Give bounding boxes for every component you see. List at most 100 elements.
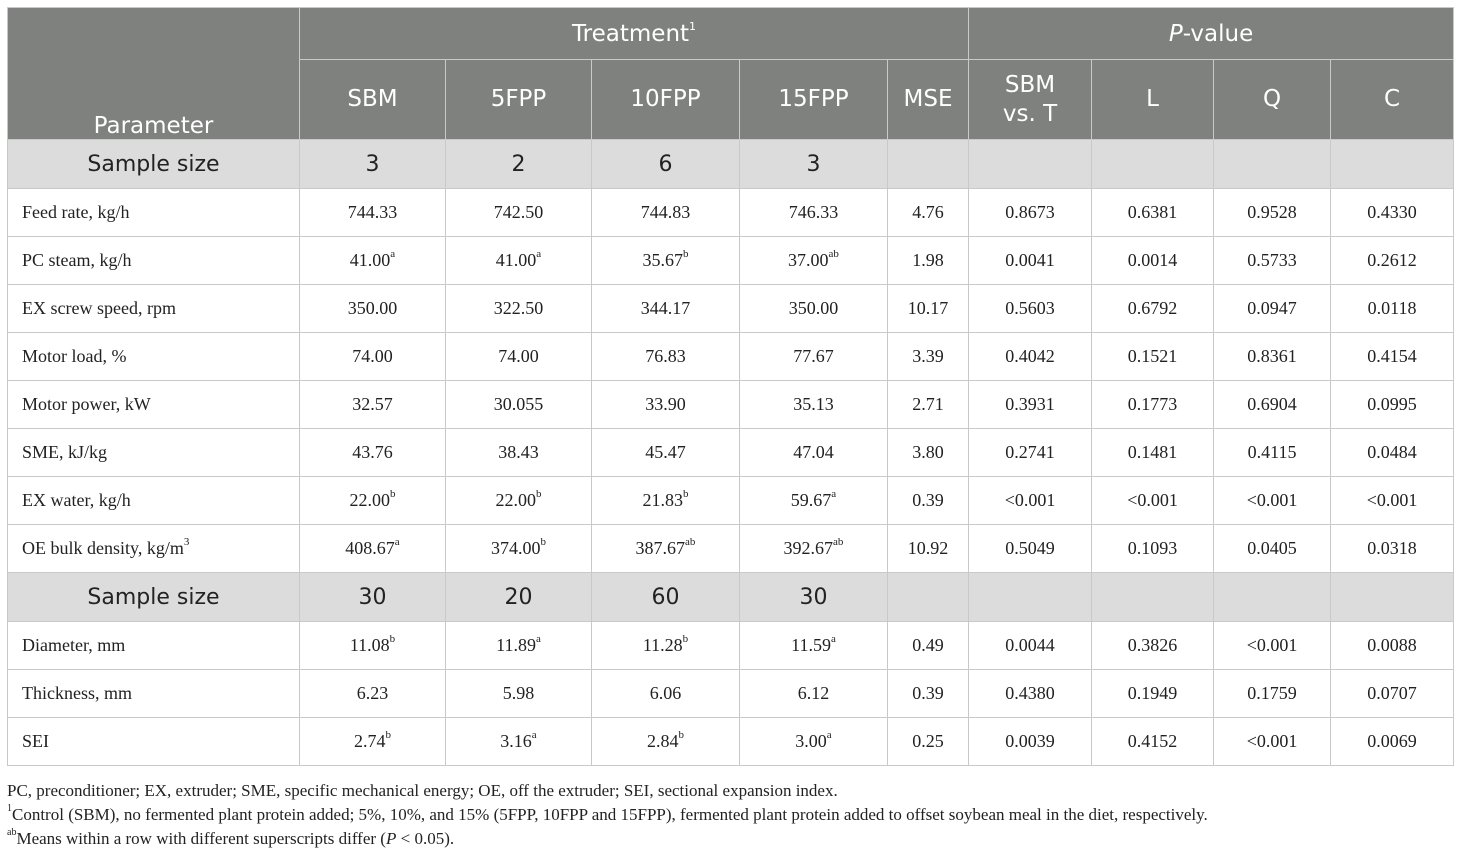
value-cell: 0.1773 <box>1091 380 1215 429</box>
col-header: MSE <box>886 59 970 140</box>
value-cell: 41.00a <box>445 236 592 285</box>
value-cell: 0.4152 <box>1091 717 1215 766</box>
row-label: OE bulk density, kg/m3 <box>7 524 300 573</box>
value-cell: 0.49 <box>886 621 970 670</box>
sample-size-cell: 6 <box>591 139 740 189</box>
table-row: Thickness, mm 6.23 5.98 6.06 6.12 0.39 0.4380 0… <box>7 669 1455 718</box>
value-cell: 0.25 <box>886 717 970 766</box>
value-cell: 6.06 <box>591 669 740 718</box>
value-cell: 392.67ab <box>739 524 888 573</box>
value-cell: 33.90 <box>591 380 740 429</box>
value-cell: 35.13 <box>739 380 888 429</box>
value-cell: 387.67ab <box>591 524 740 573</box>
value-cell: 408.67a <box>299 524 446 573</box>
value-cell: 0.6792 <box>1091 284 1215 333</box>
value-cell: 0.0318 <box>1330 524 1455 573</box>
empty-cell <box>968 572 1093 622</box>
value-cell: 322.50 <box>445 284 592 333</box>
value-cell: 0.4115 <box>1213 428 1332 477</box>
value-cell: 0.9528 <box>1213 188 1332 237</box>
value-cell: 0.5603 <box>968 284 1093 333</box>
value-cell: 0.3826 <box>1091 621 1215 670</box>
value-cell: 0.1759 <box>1213 669 1332 718</box>
value-cell: 0.2612 <box>1330 236 1455 285</box>
value-cell: 0.0947 <box>1213 284 1332 333</box>
treatment-header: Treatment1 <box>298 7 970 60</box>
row-label: EX screw speed, rpm <box>7 284 300 333</box>
value-cell: 0.1949 <box>1091 669 1215 718</box>
value-cell: 0.5733 <box>1213 236 1332 285</box>
row-label: SME, kJ/kg <box>7 428 300 477</box>
table-row: EX water, kg/h 22.00b 22.00b 21.83b 59.67a 0.… <box>7 476 1455 525</box>
value-cell: 11.28b <box>591 621 740 670</box>
table-row: Diameter, mm 11.08b 11.89a 11.28b 11.59a 0.49… <box>7 621 1455 670</box>
value-cell: 11.08b <box>299 621 446 670</box>
footnote-1: 1Control (SBM), no fermented plant prote… <box>7 803 1208 824</box>
value-cell: <0.001 <box>1091 476 1215 525</box>
value-cell: 30.055 <box>445 380 592 429</box>
value-cell: 0.8361 <box>1213 332 1332 381</box>
value-cell: 0.0039 <box>968 717 1093 766</box>
value-cell: 3.00a <box>739 717 888 766</box>
value-cell: 22.00b <box>299 476 446 525</box>
value-cell: <0.001 <box>1213 717 1332 766</box>
value-cell: 74.00 <box>299 332 446 381</box>
parameter-header: Parameter <box>7 7 300 140</box>
empty-cell <box>1213 139 1332 189</box>
value-cell: 32.57 <box>299 380 446 429</box>
table-row: PC steam, kg/h 41.00a 41.00a 35.67b 37.00ab 1… <box>7 236 1455 285</box>
value-cell: 2.84b <box>591 717 740 766</box>
table-row: Feed rate, kg/h 744.33 742.50 744.83 746.33 4… <box>7 188 1455 237</box>
value-cell: 0.2741 <box>968 428 1093 477</box>
value-cell: 0.0995 <box>1330 380 1455 429</box>
row-label: Sample size <box>7 139 300 189</box>
value-cell: 22.00b <box>445 476 592 525</box>
results-table: Parameter Treatment1 P-value SBM 5FPP 10… <box>7 7 1455 766</box>
pvalue-header: P-value <box>968 7 1455 60</box>
value-cell: 0.5049 <box>968 524 1093 573</box>
value-cell: 43.76 <box>299 428 446 477</box>
value-cell: 11.89a <box>445 621 592 670</box>
empty-cell <box>968 139 1093 189</box>
col-header: 15FPP <box>739 59 888 140</box>
value-cell: 45.47 <box>591 428 740 477</box>
value-cell: 0.39 <box>886 476 970 525</box>
col-header: C <box>1330 59 1455 140</box>
sample-size-cell: 30 <box>739 572 888 622</box>
value-cell: 0.0014 <box>1091 236 1215 285</box>
value-cell: 0.0405 <box>1213 524 1332 573</box>
value-cell: 21.83b <box>591 476 740 525</box>
value-cell: 0.1521 <box>1091 332 1215 381</box>
row-label: Motor load, % <box>7 332 300 381</box>
value-cell: 10.92 <box>886 524 970 573</box>
value-cell: 10.17 <box>886 284 970 333</box>
table-row: Motor load, % 74.00 74.00 76.83 77.67 3.39 0.4… <box>7 332 1455 381</box>
value-cell: 0.0707 <box>1330 669 1455 718</box>
sample-size-cell: 30 <box>299 572 446 622</box>
value-cell: 3.16a <box>445 717 592 766</box>
value-cell: 0.4330 <box>1330 188 1455 237</box>
value-cell: 37.00ab <box>739 236 888 285</box>
empty-cell <box>1330 572 1455 622</box>
value-cell: 47.04 <box>739 428 888 477</box>
value-cell: 41.00a <box>299 236 446 285</box>
empty-cell <box>886 572 970 622</box>
table-row: SEI 2.74b 3.16a 2.84b 3.00a 0.25 0.0039 0.4152 <… <box>7 717 1455 766</box>
empty-cell <box>1091 572 1215 622</box>
value-cell: 76.83 <box>591 332 740 381</box>
value-cell: 374.00b <box>445 524 592 573</box>
empty-cell <box>1213 572 1332 622</box>
col-header: 10FPP <box>591 59 740 140</box>
value-cell: 3.80 <box>886 428 970 477</box>
value-cell: 0.4042 <box>968 332 1093 381</box>
row-label: Motor power, kW <box>7 380 300 429</box>
value-cell: 0.0069 <box>1330 717 1455 766</box>
footnote-2: abMeans within a row with different supe… <box>7 827 455 848</box>
value-cell: 744.33 <box>299 188 446 237</box>
value-cell: 350.00 <box>739 284 888 333</box>
value-cell: 1.98 <box>886 236 970 285</box>
value-cell: 0.1481 <box>1091 428 1215 477</box>
col-header: SBM <box>299 59 446 140</box>
sample-size-row: Sample size 30 20 60 30 <box>7 572 1455 622</box>
table-row: SME, kJ/kg 43.76 38.43 45.47 47.04 3.80 0.2741… <box>7 428 1455 477</box>
